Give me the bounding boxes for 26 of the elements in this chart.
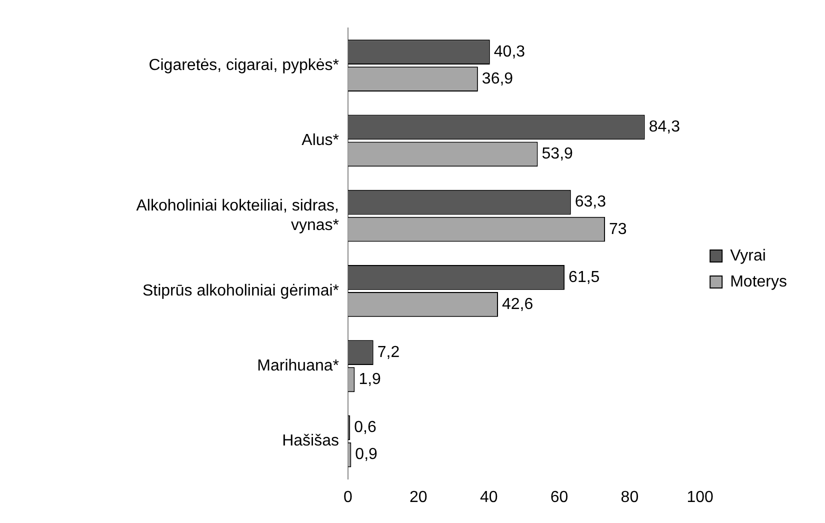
y-tick-label: Hašišas [282,432,339,450]
data-label: 53,9 [542,146,574,163]
x-tick-label: 80 [620,488,639,506]
legend-label: Moterys [730,273,788,290]
x-tick-label: 0 [344,488,353,506]
y-tick-label: Alkoholiniai kokteiliai, sidras, vynas* [136,198,339,234]
data-label: 1,9 [358,371,382,388]
data-label: 0,9 [355,446,378,464]
legend-label: Vyrai [730,247,766,264]
x-tick-label: 40 [480,488,498,506]
y-tick-label: Cigaretės, cigarai, pypkės* [148,56,339,74]
x-tick-label: 20 [410,488,428,506]
data-label: 63,3 [574,194,606,211]
data-label: 73 [609,220,627,238]
y-tick-label: Marihuana* [257,358,339,375]
data-label: 42,6 [502,296,534,313]
data-label: 7,2 [377,344,400,361]
data-label: 40,3 [494,43,526,60]
data-label: 0,6 [354,419,376,436]
data-label: 36,9 [482,70,514,88]
y-tick-label: Stiprūs alkoholiniai gėrimai* [142,282,339,300]
x-tick-label: 100 [686,488,714,506]
x-tick-label: 60 [550,488,568,506]
y-tick-label: Alus* [302,132,339,150]
data-label: 61,5 [568,268,600,286]
data-label: 84,3 [648,118,680,136]
